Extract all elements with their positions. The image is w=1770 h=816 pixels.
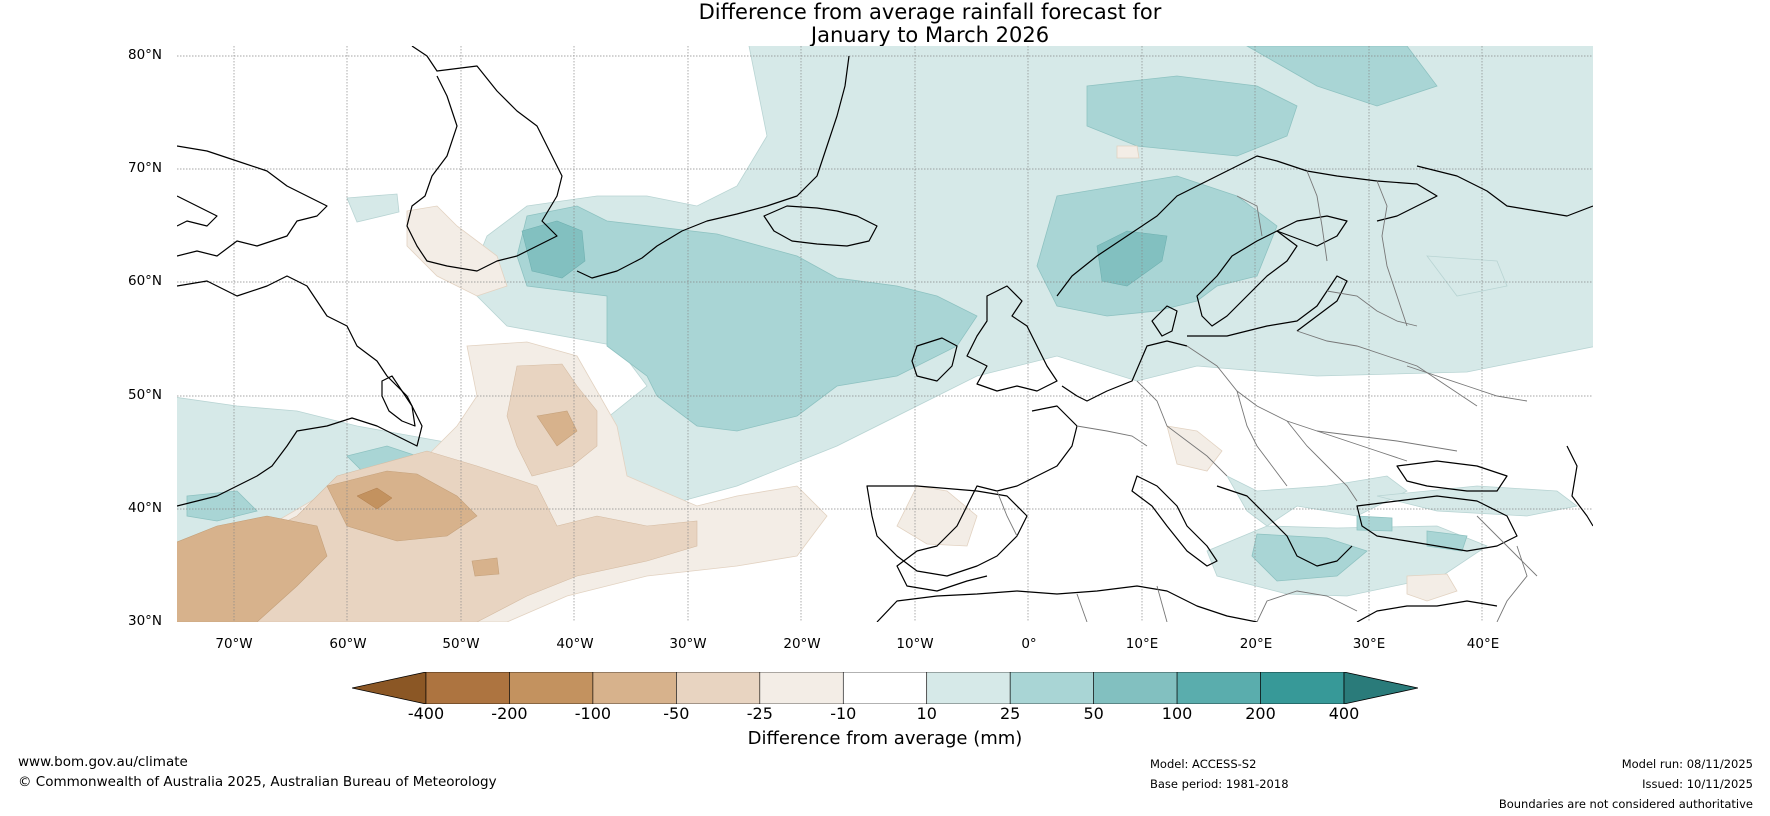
colorbar-segment (926, 672, 1011, 704)
colorbar-extend-low (352, 672, 427, 704)
footer-model: Model: ACCESS-S2 (1150, 757, 1257, 771)
wet-anomaly-25-50-fill (186, 46, 1468, 582)
lon-label-40w: 40°W (556, 636, 594, 652)
colorbar-segment (1176, 672, 1261, 704)
colorbar-tick-label: 100 (1161, 704, 1193, 723)
footer-issued: Issued: 10/11/2025 (1642, 777, 1753, 791)
footer-url: www.bom.gov.au/climate (18, 754, 188, 770)
lon-label-30w: 30°W (669, 636, 707, 652)
lat-label-60n: 60°N (128, 273, 163, 289)
colorbar-segment (842, 672, 928, 704)
colorbar-tick-label: -200 (491, 704, 528, 723)
lat-label-50n: 50°N (128, 387, 163, 403)
lat-label-40n: 40°N (128, 500, 163, 516)
footer-copyright: © Commonwealth of Australia 2025, Austra… (18, 774, 497, 790)
lon-label-0: 0° (1021, 636, 1037, 652)
colorbar-segment (509, 672, 594, 704)
dry-anomaly-50-100-fill (177, 410, 578, 622)
colorbar-segment (676, 672, 761, 704)
lon-label-10w: 10°W (896, 636, 934, 652)
lon-label-50w: 50°W (442, 636, 480, 652)
lon-label-20e: 20°E (1239, 636, 1273, 652)
colorbar-tick-label: -10 (830, 704, 857, 723)
lat-label-30n: 30°N (128, 613, 163, 629)
colorbar-tick-label: 400 (1328, 704, 1360, 723)
dry-anomaly-100-200-fill (356, 487, 393, 510)
colorbar-tick-label: -400 (407, 704, 445, 723)
footer-base-period: Base period: 1981-2018 (1150, 777, 1289, 791)
footer-model-run: Model run: 08/11/2025 (1621, 757, 1753, 771)
colorbar-tick-label: -50 (663, 704, 690, 723)
colorbar-segment (592, 672, 677, 704)
colorbar-segment (1093, 672, 1178, 704)
graticule (177, 46, 1593, 622)
lat-label-80n: 80°N (128, 47, 163, 63)
colorbar-extend-high (1343, 672, 1418, 704)
colorbar-tick-label: 25 (999, 704, 1021, 723)
rainfall-anomaly-map (177, 46, 1593, 622)
lon-label-10e: 10°E (1125, 636, 1159, 652)
lon-label-60w: 60°W (329, 636, 367, 652)
lon-label-40e: 40°E (1466, 636, 1500, 652)
footer-disclaimer: Boundaries are not considered authoritat… (1498, 797, 1753, 811)
colorbar-segment (759, 672, 844, 704)
lon-label-30e: 30°E (1352, 636, 1386, 652)
colorbar-tick-label: -25 (746, 704, 773, 723)
chart-title-line1: Difference from average rainfall forecas… (698, 0, 1162, 24)
chart-title-line2: January to March 2026 (810, 23, 1050, 47)
colorbar-segment (425, 672, 510, 704)
lat-label-70n: 70°N (128, 160, 163, 176)
colorbar-title: Difference from average (mm) (747, 728, 1023, 749)
colorbar-tick-label: 200 (1245, 704, 1276, 723)
colorbar-segment (1009, 672, 1094, 704)
colorbar-tick-label: 50 (1083, 704, 1104, 723)
colorbar-segment (1260, 672, 1345, 704)
lon-label-20w: 20°W (783, 636, 821, 652)
lon-label-70w: 70°W (215, 636, 253, 652)
colorbar (352, 672, 1418, 704)
colorbar-tick-label: 10 (916, 704, 937, 723)
colorbar-tick-label: -100 (574, 704, 612, 723)
coastlines (177, 46, 1593, 622)
country-borders (996, 170, 1538, 622)
